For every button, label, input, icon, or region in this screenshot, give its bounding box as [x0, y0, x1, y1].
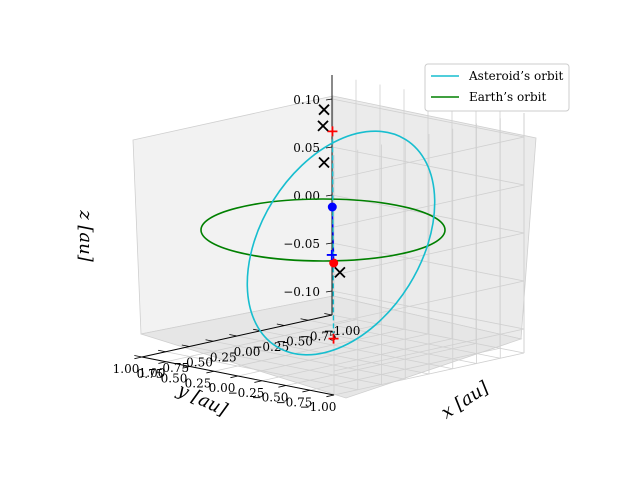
grid-line [331, 98, 525, 180]
y-tick-label: −0.75 [276, 395, 313, 409]
z-tick-label: 0.10 [293, 93, 320, 107]
marker-layer [317, 104, 346, 344]
x-tick-label: 1.00 [139, 366, 166, 380]
y-tick-mark [182, 366, 191, 369]
x-tick-label: −0.75 [300, 329, 337, 343]
z-tick-label: 0.00 [293, 189, 320, 203]
y-tick-label: 0.25 [185, 376, 212, 390]
tick-labels: −1.00−0.75−0.50−0.250.000.250.500.751.00… [113, 93, 361, 414]
x-tick-mark [205, 339, 214, 342]
y-tick-label: −1.00 [300, 400, 337, 414]
grid-line [165, 319, 357, 363]
series-layer [200, 130, 446, 356]
plus-marker [328, 333, 339, 344]
x-tick-label: 0.75 [162, 361, 189, 375]
legend-label-asteroid: Asteroid’s orbit [468, 69, 563, 83]
y-tick-label: −0.50 [252, 391, 289, 405]
y-tick-mark [326, 394, 335, 398]
legend-frame [424, 63, 570, 112]
z-tick-mark [325, 146, 333, 149]
y-tick-label: −0.25 [228, 386, 265, 400]
y-tick-mark [278, 385, 287, 388]
tick-marks [134, 98, 335, 398]
x-marker [318, 156, 330, 169]
plus-marker [327, 126, 338, 137]
y-tick-mark [158, 361, 167, 364]
z-axis-label: z [au] [75, 209, 96, 263]
y-tick-label: 0.00 [209, 381, 236, 395]
z-tick-mark [325, 242, 333, 245]
grid-line [331, 146, 525, 228]
x-tick-mark [181, 344, 190, 347]
z-tick-label: −0.05 [283, 237, 320, 251]
x-marker [318, 104, 330, 116]
z-tick-mark [325, 290, 333, 293]
y-tick-mark [302, 389, 311, 393]
z-tick-mark [325, 98, 333, 101]
y-tick-mark [230, 375, 239, 379]
z-tick-label: 0.05 [293, 141, 320, 155]
x-marker [317, 120, 329, 132]
circle-marker [329, 258, 339, 268]
x-tick-mark [229, 334, 238, 337]
x-tick-label: 0.50 [186, 356, 213, 370]
grid-line [189, 324, 381, 367]
grid-line [213, 340, 406, 380]
earth-orbit-line [200, 198, 446, 262]
x-tick-label: 0.00 [234, 345, 261, 359]
asteroid-orbit-line [246, 130, 436, 356]
x-axis-label: x [au] [437, 377, 493, 424]
grid-line [237, 333, 429, 377]
x-tick-mark [276, 323, 285, 326]
grid-line [213, 328, 405, 372]
x-marker [334, 266, 346, 278]
y-tick-mark [206, 370, 215, 374]
x-tick-mark [157, 349, 166, 353]
plus-marker [326, 249, 337, 260]
x-tick-mark [300, 318, 309, 321]
z-tick-label: −0.10 [283, 285, 320, 299]
z-tick-mark [325, 194, 333, 197]
y-tick-label: 0.50 [161, 372, 188, 386]
x-tick-label: −0.25 [252, 340, 289, 354]
pane-floor [140, 295, 523, 399]
y-tick-mark [254, 380, 263, 383]
node-line-asteroid [331, 131, 335, 339]
y-tick-label: 0.75 [137, 367, 164, 381]
grid-line [189, 346, 382, 385]
legend: Asteroid’s orbit Earth’s orbit [424, 63, 570, 112]
circle-marker [327, 202, 337, 212]
grid-line [165, 351, 358, 391]
x-tick-label: 0.25 [210, 350, 237, 364]
legend-label-earth: Earth’s orbit [469, 90, 546, 104]
x-tick-label: −0.50 [276, 335, 313, 349]
y-tick-label: 1.00 [113, 362, 140, 376]
x-tick-mark [324, 313, 333, 316]
y-tick-mark [134, 356, 143, 360]
x-tick-mark [134, 355, 143, 358]
grid-line [331, 194, 525, 276]
